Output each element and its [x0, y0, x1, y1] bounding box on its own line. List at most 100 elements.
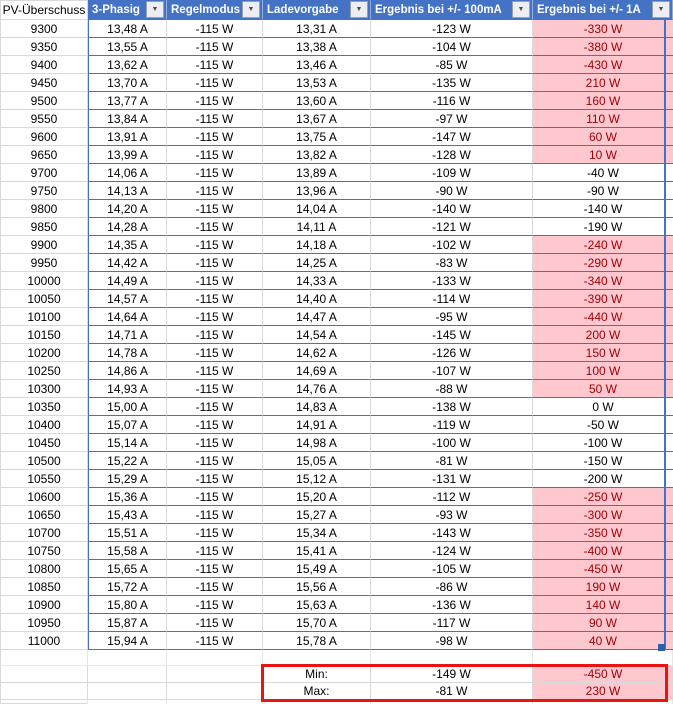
cell-regelmodus[interactable]: -115 W — [167, 272, 263, 290]
cell-regelmodus[interactable]: -115 W — [167, 200, 263, 218]
cell-regelmodus[interactable]: -115 W — [167, 146, 263, 164]
cell-ladevorgabe[interactable]: 13,60 A — [263, 92, 371, 110]
cell-result-1a[interactable]: 110 W — [533, 110, 673, 128]
cell-result-1a[interactable]: -200 W — [533, 470, 673, 488]
cell-ladevorgabe[interactable]: 13,75 A — [263, 128, 371, 146]
cell-result-100ma[interactable]: -107 W — [371, 362, 533, 380]
empty-cell[interactable] — [371, 650, 533, 666]
cell-ladevorgabe[interactable]: 15,05 A — [263, 452, 371, 470]
max-result-1a[interactable]: 230 W — [533, 683, 673, 700]
cell-regelmodus[interactable]: -115 W — [167, 218, 263, 236]
cell-ladevorgabe[interactable]: 13,31 A — [263, 20, 371, 38]
cell-phase-current[interactable]: 14,71 A — [88, 326, 167, 344]
cell-phase-current[interactable]: 15,94 A — [88, 632, 167, 650]
cell-ladevorgabe[interactable]: 13,89 A — [263, 164, 371, 182]
cell-ladevorgabe[interactable]: 15,41 A — [263, 542, 371, 560]
cell-result-1a[interactable]: -240 W — [533, 236, 673, 254]
cell-result-1a[interactable]: 40 W — [533, 632, 673, 650]
cell-phase-current[interactable]: 14,57 A — [88, 290, 167, 308]
cell-result-100ma[interactable]: -98 W — [371, 632, 533, 650]
cell-regelmodus[interactable]: -115 W — [167, 578, 263, 596]
cell-ladevorgabe[interactable]: 13,46 A — [263, 56, 371, 74]
cell-result-1a[interactable]: 90 W — [533, 614, 673, 632]
cell-ladevorgabe[interactable]: 15,34 A — [263, 524, 371, 542]
cell-phase-current[interactable]: 14,13 A — [88, 182, 167, 200]
cell-phase-current[interactable]: 14,42 A — [88, 254, 167, 272]
cell-pv[interactable]: 10500 — [0, 452, 88, 470]
column-header-3-phasig[interactable]: 3-Phasig ▼ — [88, 0, 167, 20]
filter-dropdown-3-phasig[interactable]: ▼ — [146, 1, 164, 18]
cell-ladevorgabe[interactable]: 13,38 A — [263, 38, 371, 56]
cell-ladevorgabe[interactable]: 14,04 A — [263, 200, 371, 218]
cell-regelmodus[interactable]: -115 W — [167, 524, 263, 542]
cell-phase-current[interactable]: 14,20 A — [88, 200, 167, 218]
cell-regelmodus[interactable]: -115 W — [167, 434, 263, 452]
cell-regelmodus[interactable]: -115 W — [167, 110, 263, 128]
cell-phase-current[interactable]: 13,48 A — [88, 20, 167, 38]
cell-phase-current[interactable]: 14,49 A — [88, 272, 167, 290]
cell-pv[interactable]: 10450 — [0, 434, 88, 452]
cell-result-1a[interactable]: -250 W — [533, 488, 673, 506]
column-header-pv-ueberschuss[interactable]: PV-Überschuss — [0, 0, 88, 20]
cell-regelmodus[interactable]: -115 W — [167, 380, 263, 398]
cell-pv[interactable]: 10250 — [0, 362, 88, 380]
cell-result-100ma[interactable]: -133 W — [371, 272, 533, 290]
cell-result-1a[interactable]: -290 W — [533, 254, 673, 272]
cell-pv[interactable]: 9800 — [0, 200, 88, 218]
cell-result-1a[interactable]: -380 W — [533, 38, 673, 56]
filter-dropdown-ladevorgabe[interactable]: ▼ — [350, 1, 368, 18]
cell-result-1a[interactable]: -450 W — [533, 560, 673, 578]
empty-cell[interactable] — [88, 683, 167, 700]
cell-phase-current[interactable]: 15,36 A — [88, 488, 167, 506]
cell-phase-current[interactable]: 15,80 A — [88, 596, 167, 614]
cell-regelmodus[interactable]: -115 W — [167, 452, 263, 470]
cell-phase-current[interactable]: 13,99 A — [88, 146, 167, 164]
cell-result-1a[interactable]: -150 W — [533, 452, 673, 470]
cell-pv[interactable]: 10000 — [0, 272, 88, 290]
cell-ladevorgabe[interactable]: 14,62 A — [263, 344, 371, 362]
cell-phase-current[interactable]: 15,14 A — [88, 434, 167, 452]
cell-phase-current[interactable]: 13,77 A — [88, 92, 167, 110]
cell-result-1a[interactable]: 60 W — [533, 128, 673, 146]
cell-regelmodus[interactable]: -115 W — [167, 506, 263, 524]
cell-ladevorgabe[interactable]: 15,78 A — [263, 632, 371, 650]
cell-regelmodus[interactable]: -115 W — [167, 254, 263, 272]
cell-pv[interactable]: 10800 — [0, 560, 88, 578]
cell-result-100ma[interactable]: -117 W — [371, 614, 533, 632]
cell-regelmodus[interactable]: -115 W — [167, 38, 263, 56]
cell-result-1a[interactable]: -430 W — [533, 56, 673, 74]
cell-regelmodus[interactable]: -115 W — [167, 542, 263, 560]
cell-result-100ma[interactable]: -104 W — [371, 38, 533, 56]
cell-pv[interactable]: 9850 — [0, 218, 88, 236]
cell-regelmodus[interactable]: -115 W — [167, 488, 263, 506]
cell-ladevorgabe[interactable]: 15,12 A — [263, 470, 371, 488]
cell-pv[interactable]: 9350 — [0, 38, 88, 56]
cell-pv[interactable]: 10200 — [0, 344, 88, 362]
cell-regelmodus[interactable]: -115 W — [167, 344, 263, 362]
cell-pv[interactable]: 11000 — [0, 632, 88, 650]
cell-result-1a[interactable]: -350 W — [533, 524, 673, 542]
cell-regelmodus[interactable]: -115 W — [167, 164, 263, 182]
cell-ladevorgabe[interactable]: 15,70 A — [263, 614, 371, 632]
cell-result-1a[interactable]: 200 W — [533, 326, 673, 344]
cell-ladevorgabe[interactable]: 14,25 A — [263, 254, 371, 272]
cell-result-100ma[interactable]: -112 W — [371, 488, 533, 506]
cell-pv[interactable]: 9600 — [0, 128, 88, 146]
filter-dropdown-regelmodus[interactable]: ▼ — [242, 1, 260, 18]
empty-cell[interactable] — [167, 683, 263, 700]
cell-pv[interactable]: 9650 — [0, 146, 88, 164]
cell-result-1a[interactable]: 10 W — [533, 146, 673, 164]
cell-regelmodus[interactable]: -115 W — [167, 20, 263, 38]
cell-regelmodus[interactable]: -115 W — [167, 308, 263, 326]
column-header-ergebnis-100ma[interactable]: Ergebnis bei +/- 100mA ▼ — [371, 0, 533, 20]
cell-regelmodus[interactable]: -115 W — [167, 470, 263, 488]
cell-result-1a[interactable]: -90 W — [533, 182, 673, 200]
empty-cell[interactable] — [88, 666, 167, 683]
empty-cell[interactable] — [88, 650, 167, 666]
cell-result-100ma[interactable]: -135 W — [371, 74, 533, 92]
cell-phase-current[interactable]: 15,07 A — [88, 416, 167, 434]
cell-result-100ma[interactable]: -119 W — [371, 416, 533, 434]
cell-result-100ma[interactable]: -97 W — [371, 110, 533, 128]
cell-result-100ma[interactable]: -145 W — [371, 326, 533, 344]
cell-result-100ma[interactable]: -90 W — [371, 182, 533, 200]
